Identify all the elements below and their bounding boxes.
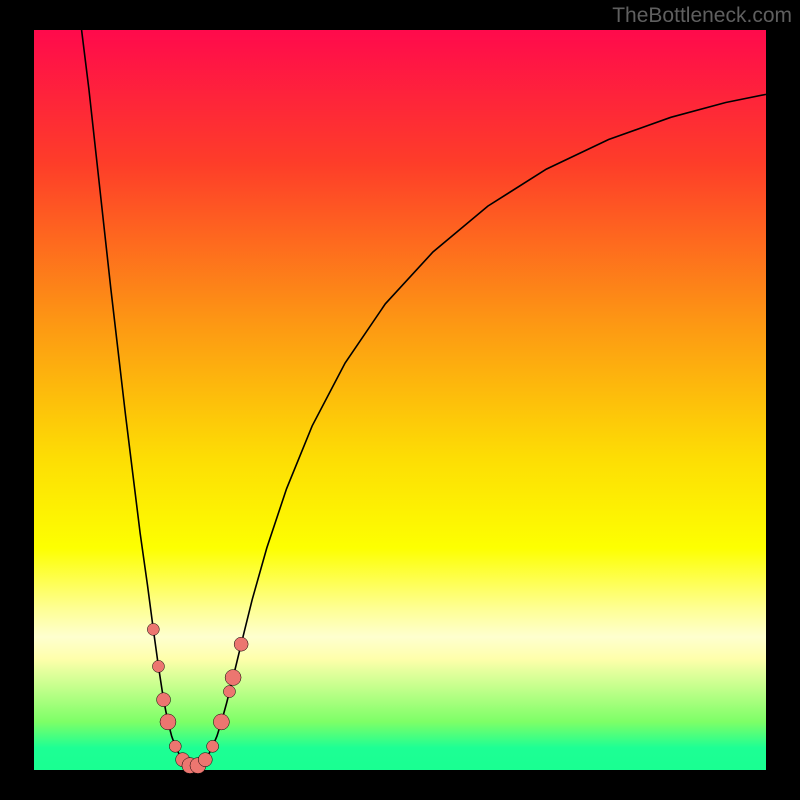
watermark-text: TheBottleneck.com — [612, 4, 792, 28]
data-marker — [169, 740, 181, 752]
data-marker — [223, 686, 235, 698]
data-marker — [157, 693, 171, 707]
data-marker — [152, 660, 164, 672]
bottleneck-chart — [0, 0, 800, 800]
data-marker — [213, 714, 229, 730]
data-marker — [147, 623, 159, 635]
chart-container: TheBottleneck.com — [0, 0, 800, 800]
data-marker — [225, 670, 241, 686]
data-marker — [198, 753, 212, 767]
data-marker — [160, 714, 176, 730]
data-marker — [207, 740, 219, 752]
plot-background — [34, 30, 766, 770]
data-marker — [234, 637, 248, 651]
